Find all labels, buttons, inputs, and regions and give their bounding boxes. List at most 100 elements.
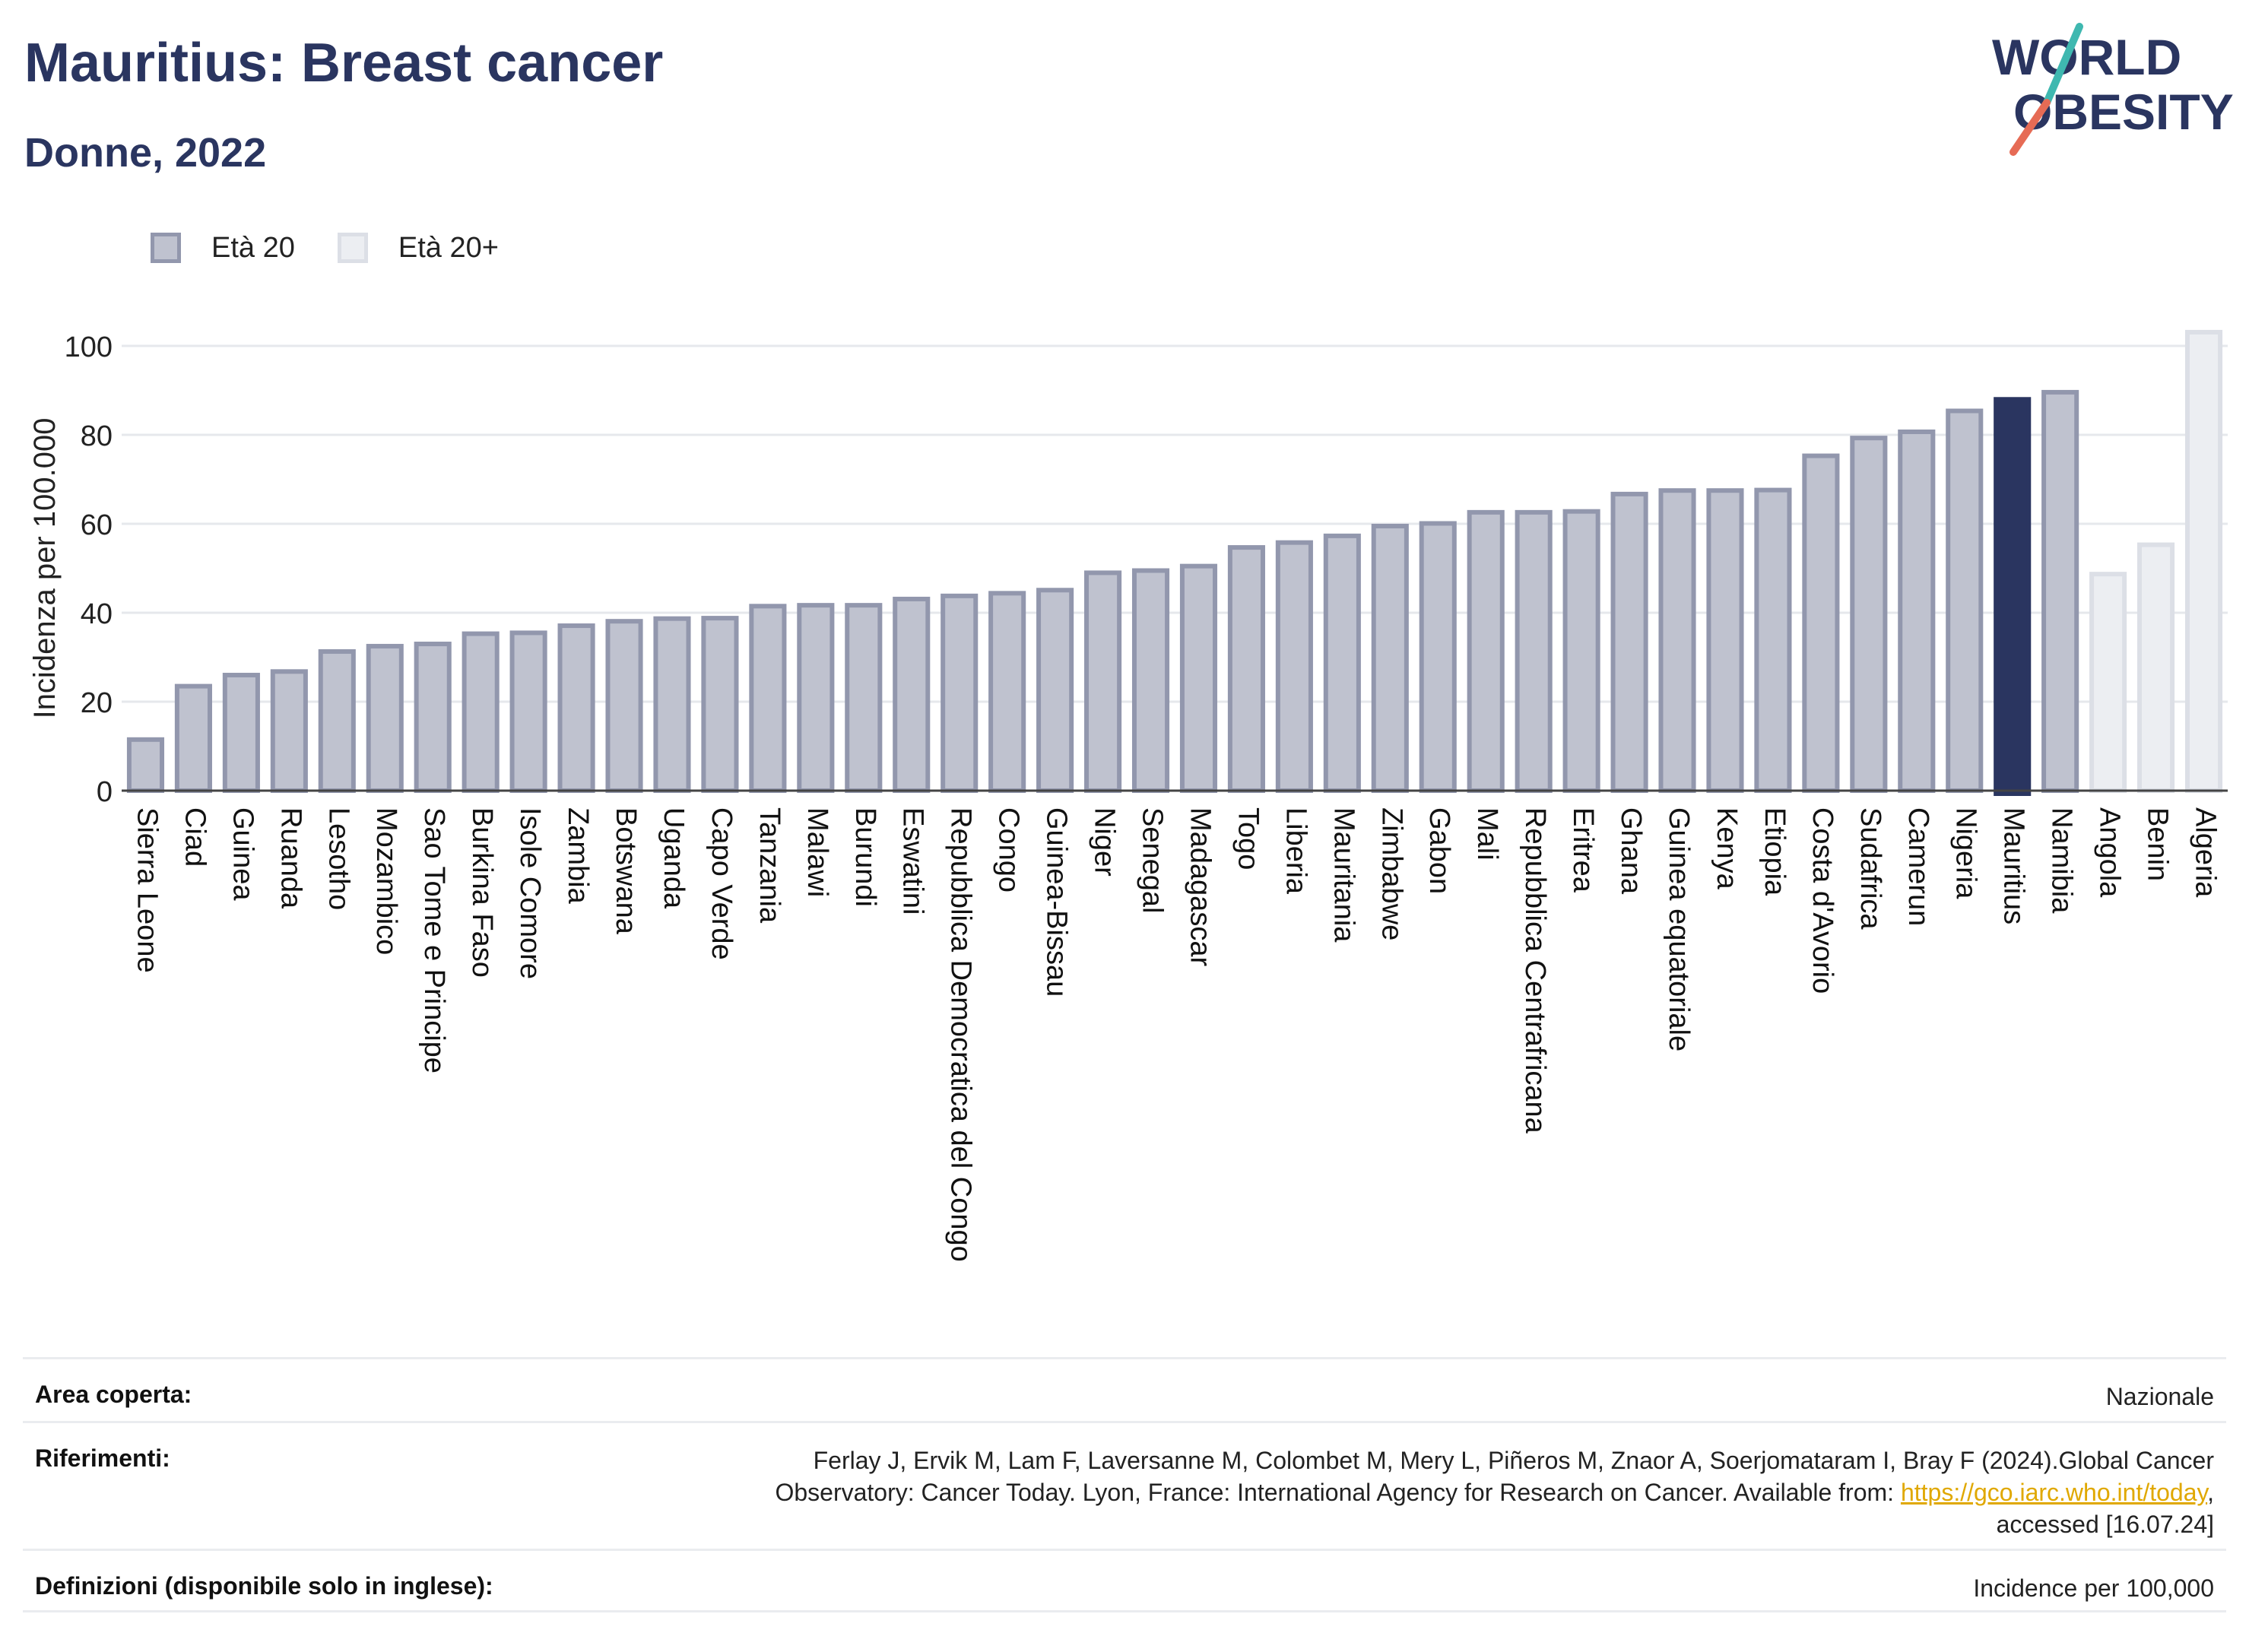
x-tick-label: Uganda xyxy=(658,807,690,909)
x-tick-label: Guinea-Bissau xyxy=(1041,807,1073,997)
x-tick-label: Ciad xyxy=(179,807,211,867)
x-tick-label: Eswatini xyxy=(897,807,929,915)
legend-label: Età 20 xyxy=(211,231,295,264)
legend-item-eta-20-plus[interactable]: Età 20+ xyxy=(337,231,499,265)
references-line-2-end: , xyxy=(2207,1479,2214,1506)
bar-mauritania[interactable] xyxy=(1323,533,1361,793)
bar-togo[interactable] xyxy=(1227,545,1265,793)
references-line-2: Observatory: Cancer Today. Lyon, France:… xyxy=(775,1476,2214,1508)
x-tick-label: Costa d'Avorio xyxy=(1806,807,1838,994)
x-tick-label: Liberia xyxy=(1280,807,1312,895)
x-tick-label: Namibia xyxy=(2046,807,2078,914)
bar-gabon[interactable] xyxy=(1419,521,1457,793)
x-tick-label: Burundi xyxy=(849,807,881,907)
bar-burkina-faso[interactable] xyxy=(462,631,500,793)
x-tick-label: Nigeria xyxy=(1950,807,1982,899)
references-line-3: accessed [16.07.24] xyxy=(1996,1511,2214,1538)
references-label: Riferimenti: xyxy=(35,1444,170,1472)
bar-lesotho[interactable] xyxy=(318,648,356,793)
x-tick-label: Malawi xyxy=(801,807,833,897)
bar-tanzania[interactable] xyxy=(749,604,787,793)
x-tick-label: Mozambico xyxy=(370,807,402,955)
x-tick-label: Mauritania xyxy=(1328,807,1359,943)
area-value: Nazionale xyxy=(2105,1383,2214,1410)
references-link[interactable]: https://gco.iarc.who.int/today xyxy=(1900,1479,2208,1506)
x-tick-label: Togo xyxy=(1232,807,1264,870)
bar-madagascar[interactable] xyxy=(1179,563,1218,793)
x-tick-label: Mauritius xyxy=(1998,807,2030,924)
bar-isole-comore[interactable] xyxy=(509,630,547,793)
bar-etiopia[interactable] xyxy=(1754,487,1792,793)
bar-camerun[interactable] xyxy=(1898,429,1936,793)
bar-eswatini[interactable] xyxy=(893,596,931,793)
bar-burundi[interactable] xyxy=(845,603,883,793)
bar-senegal[interactable] xyxy=(1131,568,1170,793)
bar-benin[interactable] xyxy=(2137,542,2175,793)
bar-eritrea[interactable] xyxy=(1562,509,1600,793)
page-title: Mauritius: Breast cancer xyxy=(24,33,664,94)
bar-guinea-bissau[interactable] xyxy=(1036,588,1074,793)
bar-costa-d-avorio[interactable] xyxy=(1802,453,1840,793)
legend-label: Età 20+ xyxy=(398,231,499,264)
bar-angola[interactable] xyxy=(2089,572,2127,793)
x-tick-label: Botswana xyxy=(610,807,642,935)
y-tick-label: 60 xyxy=(81,509,113,541)
x-tick-label: Lesotho xyxy=(322,807,354,910)
x-tick-label: Guinea xyxy=(227,807,259,901)
y-tick-label: 40 xyxy=(81,598,113,630)
bar-zimbabwe[interactable] xyxy=(1371,524,1409,793)
bar-mozambico[interactable] xyxy=(366,643,404,794)
bar-congo[interactable] xyxy=(988,591,1026,793)
y-tick-label: 20 xyxy=(81,687,113,719)
bar-malawi[interactable] xyxy=(797,603,835,793)
x-tick-label: Eritrea xyxy=(1567,807,1599,893)
chart-legend: Età 20 Età 20+ xyxy=(151,225,541,271)
x-tick-label: Kenya xyxy=(1711,807,1743,890)
legend-item-eta-20[interactable]: Età 20 xyxy=(151,232,295,265)
bar-liberia[interactable] xyxy=(1275,540,1313,793)
x-tick-label: Congo xyxy=(993,807,1025,893)
bar-repubblica-democratica-del-congo[interactable] xyxy=(941,593,979,793)
bar-sudafrica[interactable] xyxy=(1850,436,1888,793)
bar-mali[interactable] xyxy=(1467,509,1505,793)
bar-kenya[interactable] xyxy=(1706,488,1744,793)
bar-nigeria[interactable] xyxy=(1946,408,1984,794)
footer-row-definitions: Definizioni (disponibile solo in inglese… xyxy=(23,1549,2226,1612)
page-subtitle: Donne, 2022 xyxy=(24,130,267,176)
bar-guinea[interactable] xyxy=(222,672,260,793)
logo-slash-teal xyxy=(2043,23,2083,106)
x-tick-label: Gabon xyxy=(1423,807,1455,894)
bar-repubblica-centrafricana[interactable] xyxy=(1515,509,1553,793)
bar-ruanda[interactable] xyxy=(270,669,308,794)
x-tick-label: Camerun xyxy=(1902,807,1934,926)
x-tick-label: Zimbabwe xyxy=(1375,807,1407,940)
y-tick-label: 0 xyxy=(97,776,113,808)
area-label: Area coperta: xyxy=(35,1381,192,1408)
x-tick-label: Senegal xyxy=(1136,807,1168,913)
bar-ciad[interactable] xyxy=(174,683,212,793)
x-tick-label: Zambia xyxy=(562,807,594,905)
bar-namibia[interactable] xyxy=(2041,389,2079,794)
x-tick-label: Mali xyxy=(1471,807,1503,861)
bar-zambia[interactable] xyxy=(557,623,595,794)
bar-algeria[interactable] xyxy=(2184,329,2223,793)
x-axis-tick-labels: Sierra Leone Ciad Guinea Ruanda Lesotho Mozam… xyxy=(131,807,2221,1262)
y-tick-label: 80 xyxy=(81,420,113,452)
bar-uganda[interactable] xyxy=(653,616,691,793)
x-tick-label: Algeria xyxy=(2189,807,2221,898)
definitions-label: Definizioni (disponibile solo in inglese… xyxy=(35,1572,493,1600)
bar-niger[interactable] xyxy=(1084,570,1122,793)
bar-capo-verde[interactable] xyxy=(701,616,739,793)
x-tick-label: Tanzania xyxy=(753,807,785,924)
bar-guinea-equatoriale[interactable] xyxy=(1658,488,1696,793)
x-tick-label: Capo Verde xyxy=(706,807,738,960)
bar-ghana[interactable] xyxy=(1610,491,1648,793)
x-tick-label: Ghana xyxy=(1615,807,1647,895)
bar-sierra-leone[interactable] xyxy=(126,737,165,793)
bar-botswana[interactable] xyxy=(605,619,643,793)
bars xyxy=(126,329,2223,796)
logo-line1: WORLD xyxy=(1992,29,2181,85)
bar-mauritius[interactable] xyxy=(1994,397,2032,796)
bar-chart: 0 20 40 60 80 100 Incidenza per 100.000 Sierr… xyxy=(28,329,2228,1262)
bar-sao-tome-e-principe[interactable] xyxy=(414,642,452,793)
